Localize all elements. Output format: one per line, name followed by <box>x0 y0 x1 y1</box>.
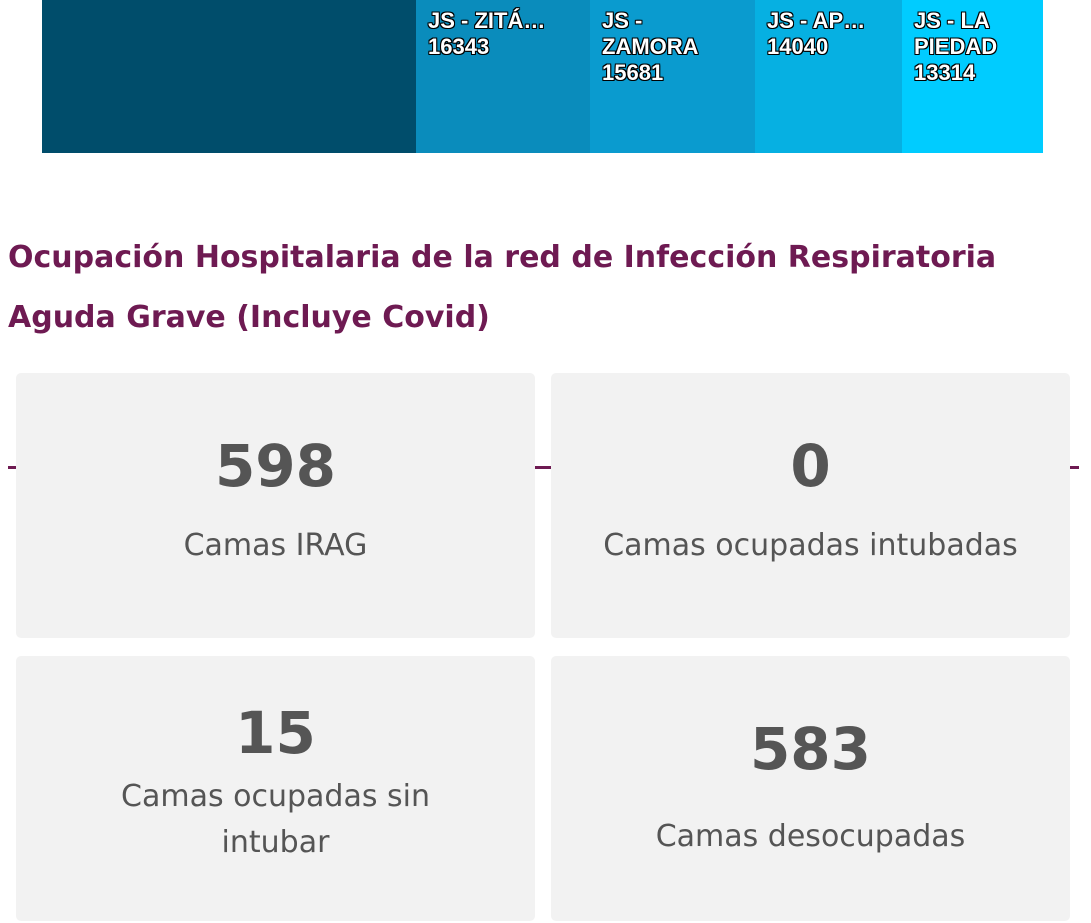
treemap-cell: JS - LA PIEDAD 13314 <box>902 0 1043 153</box>
kpi-value: 598 <box>214 432 337 500</box>
cell-label: JS - ZITÁ… <box>428 8 546 33</box>
treemap: JS - ZITÁ… 16343 JS - ZAMORA 15681 JS - AP… <box>42 0 1043 153</box>
kpi-label: Camas IRAG <box>183 528 368 563</box>
treemap-cell: JS - AP… 14040 <box>755 0 902 153</box>
cell-label: JS - AP… <box>767 8 866 33</box>
kpi-value: 15 <box>235 699 316 767</box>
treemap-cell: JS - ZAMORA 15681 <box>590 0 755 153</box>
divider <box>8 466 1079 469</box>
kpi-card: 15 Camas ocupadas sin intubar <box>16 656 535 921</box>
cell-value: 15681 <box>602 60 664 85</box>
treemap-cell <box>42 0 416 153</box>
treemap-cell: JS - ZITÁ… 16343 <box>416 0 590 153</box>
cell-value: 14040 <box>767 34 829 59</box>
cell-label: JS - LA PIEDAD <box>914 8 998 59</box>
cell-label: JS - ZAMORA <box>602 8 699 59</box>
kpi-card: 0 Camas ocupadas intubadas <box>551 373 1070 638</box>
kpi-label: Camas ocupadas sin intubar <box>121 779 430 860</box>
kpi-card: 598 Camas IRAG <box>16 373 535 638</box>
kpi-label: Camas desocupadas <box>655 819 966 854</box>
cell-value: 13314 <box>914 60 976 85</box>
kpi-card: 583 Camas desocupadas <box>551 656 1070 921</box>
kpi-label: Camas ocupadas intubadas <box>603 528 1018 563</box>
kpi-value: 0 <box>790 432 831 500</box>
section-title: Ocupación Hospitalaria de la red de Infe… <box>8 240 997 335</box>
kpi-value: 583 <box>749 715 872 783</box>
cell-value: 16343 <box>428 34 490 59</box>
